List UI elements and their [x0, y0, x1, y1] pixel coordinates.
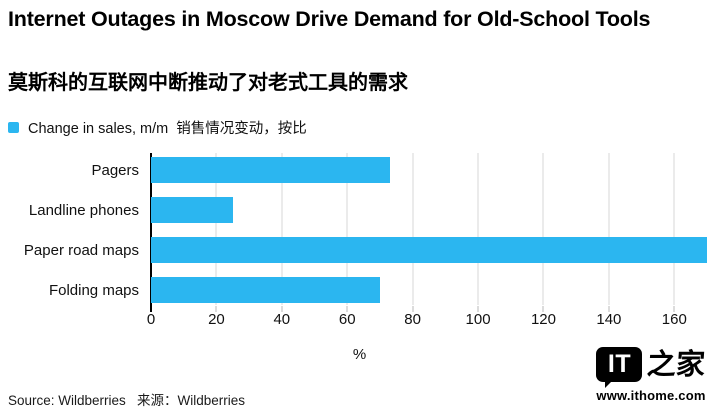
gridline: [673, 153, 675, 305]
x-axis-tick-label: 100: [465, 311, 491, 328]
x-axis-tick-label: 60: [338, 311, 356, 328]
chart-subtitle-chinese: 莫斯科的互联网中断推动了对老式工具的需求: [8, 72, 408, 94]
gridline: [608, 153, 610, 305]
gridline: [412, 153, 414, 305]
x-axis-tick-label: 20: [208, 311, 225, 328]
ithome-logo-url: www.ithome.com: [596, 388, 706, 403]
x-axis-tickmark: [542, 306, 544, 312]
x-axis-tickmark: [346, 306, 348, 312]
x-axis-tick-labels: 0 20 40 60 80 100 120 140 160: [147, 311, 707, 329]
y-axis-line: [150, 153, 152, 312]
chart-title: Internet Outages in Moscow Drive Demand …: [8, 7, 651, 31]
legend-swatch-icon: [8, 122, 19, 133]
ithome-logo: IT 之家 www.ithome.com: [593, 344, 709, 403]
x-axis-tickmark: [215, 306, 217, 312]
category-label: Folding maps: [48, 281, 139, 299]
ithome-logo-row: IT 之家: [596, 344, 707, 388]
gridline: [477, 153, 479, 305]
gridline: [215, 153, 217, 305]
ithome-speech-bubble-icon: IT: [596, 346, 643, 388]
bar-folding-maps: [151, 277, 380, 303]
x-axis-tick-label: 40: [273, 311, 291, 328]
bar-pagers: [151, 157, 390, 183]
category-labels: Pagers Landline phones Paper road maps Fold…: [0, 153, 144, 306]
x-axis-tickmark: [477, 306, 479, 312]
ithome-logo-zhijia-text: 之家: [646, 346, 707, 381]
plot-area: [151, 153, 707, 312]
x-axis-tick-label: 80: [404, 311, 421, 328]
ithome-speech-bubble-tail: [605, 378, 615, 388]
x-axis-tickmark: [673, 306, 675, 312]
x-axis-tick-label: 160: [661, 311, 687, 328]
ithome-logo-it-text: IT: [607, 349, 632, 378]
category-label: Landline phones: [28, 201, 139, 219]
source-note: Source: Wildberries 来源：Wildberries: [8, 393, 246, 408]
gridline: [542, 153, 544, 305]
legend-label: Change in sales, m/m 销售情况变动，按比: [28, 121, 307, 137]
legend: Change in sales, m/m 销售情况变动，按比: [8, 117, 307, 138]
x-axis-tick-label: 120: [530, 311, 556, 328]
x-axis-tick-label: 140: [596, 311, 622, 328]
category-label: Pagers: [91, 161, 139, 179]
x-axis-tick-label: 0: [146, 311, 156, 328]
x-axis-tickmark: [412, 306, 414, 312]
bar-paper-road-maps: [151, 237, 707, 263]
category-label: Paper road maps: [23, 241, 139, 259]
x-axis-tickmark: [608, 306, 610, 312]
gridline: [281, 153, 283, 305]
x-axis-title: %: [352, 346, 367, 363]
x-axis-tickmark: [281, 306, 283, 312]
bar-landline-phones: [151, 197, 233, 223]
gridline: [346, 153, 348, 305]
